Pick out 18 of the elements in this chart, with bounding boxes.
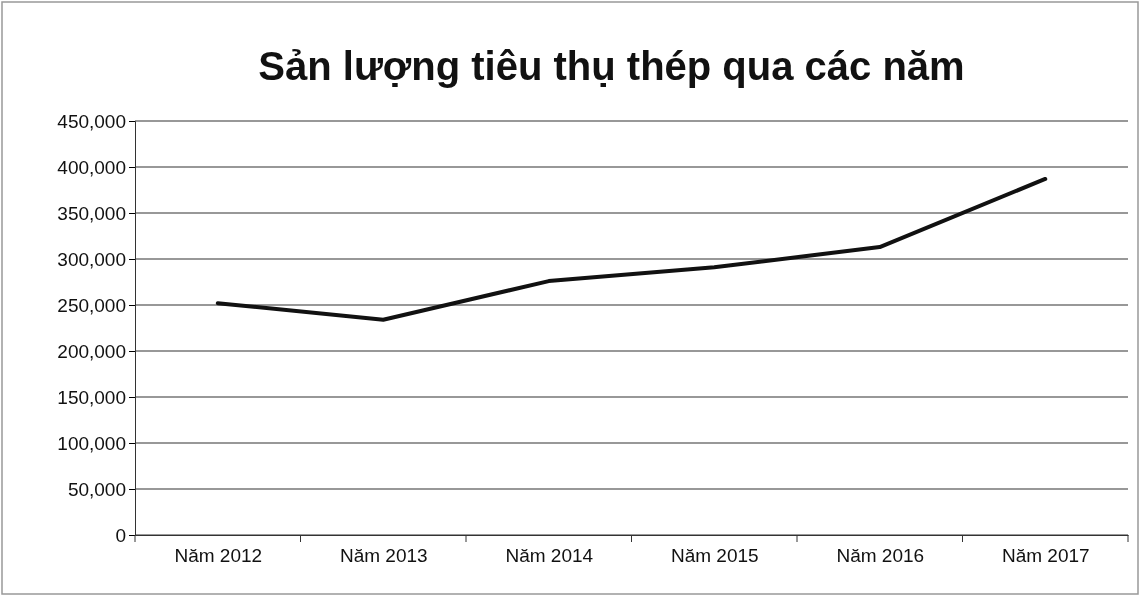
y-tick-label: 300,000: [57, 248, 126, 270]
line-series: [215, 176, 1048, 322]
x-tick-label: Năm 2016: [836, 545, 925, 567]
x-tick-label: Năm 2013: [339, 545, 428, 567]
x-tick-label: Năm 2017: [1001, 545, 1090, 567]
y-tick-label: 200,000: [57, 340, 126, 362]
y-tick-label: 50,000: [67, 478, 126, 500]
y-tick-label: 400,000: [57, 156, 126, 178]
y-tick-label: 450,000: [57, 110, 126, 132]
y-tick-label: 150,000: [57, 386, 126, 408]
chart-title: Sản lượng tiêu thụ thép qua các năm: [258, 44, 965, 88]
y-tick-label: 0: [115, 524, 126, 546]
y-tick-label: 100,000: [57, 432, 126, 454]
x-tick-label: Năm 2015: [670, 545, 759, 567]
x-tick-label: Năm 2012: [174, 545, 263, 567]
y-tick-label: 350,000: [57, 202, 126, 224]
x-tick-label: Năm 2014: [505, 545, 594, 567]
y-tick-label: 250,000: [57, 294, 126, 316]
